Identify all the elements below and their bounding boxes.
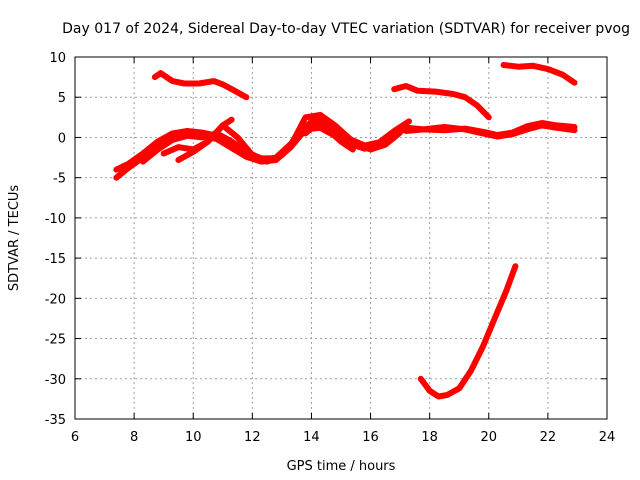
y-tick-label: 10 xyxy=(49,51,66,66)
series-line-arc-5 xyxy=(175,116,235,163)
series-line-arc-9 xyxy=(151,70,250,101)
x-tick-label: 24 xyxy=(599,430,616,445)
x-tick-label: 18 xyxy=(421,430,438,445)
series-line-arc-4 xyxy=(160,116,404,165)
x-tick-label: 16 xyxy=(362,430,379,445)
plot-frame xyxy=(74,56,608,420)
axis-ticks: 6 8 10 12 14 16 18 20 22 24 10 5 0 -5 -10 -15 -20 -25 -30 -… xyxy=(45,51,616,445)
series-line-arc-12 xyxy=(417,263,519,400)
x-tick-label: 6 xyxy=(71,430,79,445)
x-tick-label: 12 xyxy=(244,430,261,445)
y-tick-label: -5 xyxy=(53,172,66,187)
y-tick-label: -25 xyxy=(45,333,66,348)
x-tick-label: 20 xyxy=(481,430,498,445)
series-line-arc-11 xyxy=(500,62,578,86)
x-tick-label: 8 xyxy=(130,430,138,445)
y-tick-label: -20 xyxy=(45,292,66,307)
series-line-arc-2 xyxy=(113,124,409,181)
y-tick-label: -35 xyxy=(45,413,66,428)
series-line-arc-10 xyxy=(391,83,492,121)
x-tick-label: 10 xyxy=(185,430,202,445)
y-axis-label: SDTVAR / TECUs xyxy=(7,185,22,292)
y-tick-label: 0 xyxy=(58,131,66,146)
y-tick-label: -10 xyxy=(45,212,66,227)
series-line-arc-8 xyxy=(403,122,578,140)
x-tick-label: 22 xyxy=(540,430,557,445)
data-series xyxy=(113,62,578,400)
y-tick-label: 5 xyxy=(58,91,66,106)
y-tick-label: -30 xyxy=(45,373,66,388)
y-tick-label: -15 xyxy=(45,252,66,267)
x-axis-label: GPS time / hours xyxy=(287,459,396,474)
series-line-arc-6 xyxy=(302,120,356,153)
chart-title: Day 017 of 2024, Sidereal Day-to-day VTE… xyxy=(62,21,630,37)
x-tick-label: 14 xyxy=(303,430,320,445)
grid xyxy=(75,57,607,419)
